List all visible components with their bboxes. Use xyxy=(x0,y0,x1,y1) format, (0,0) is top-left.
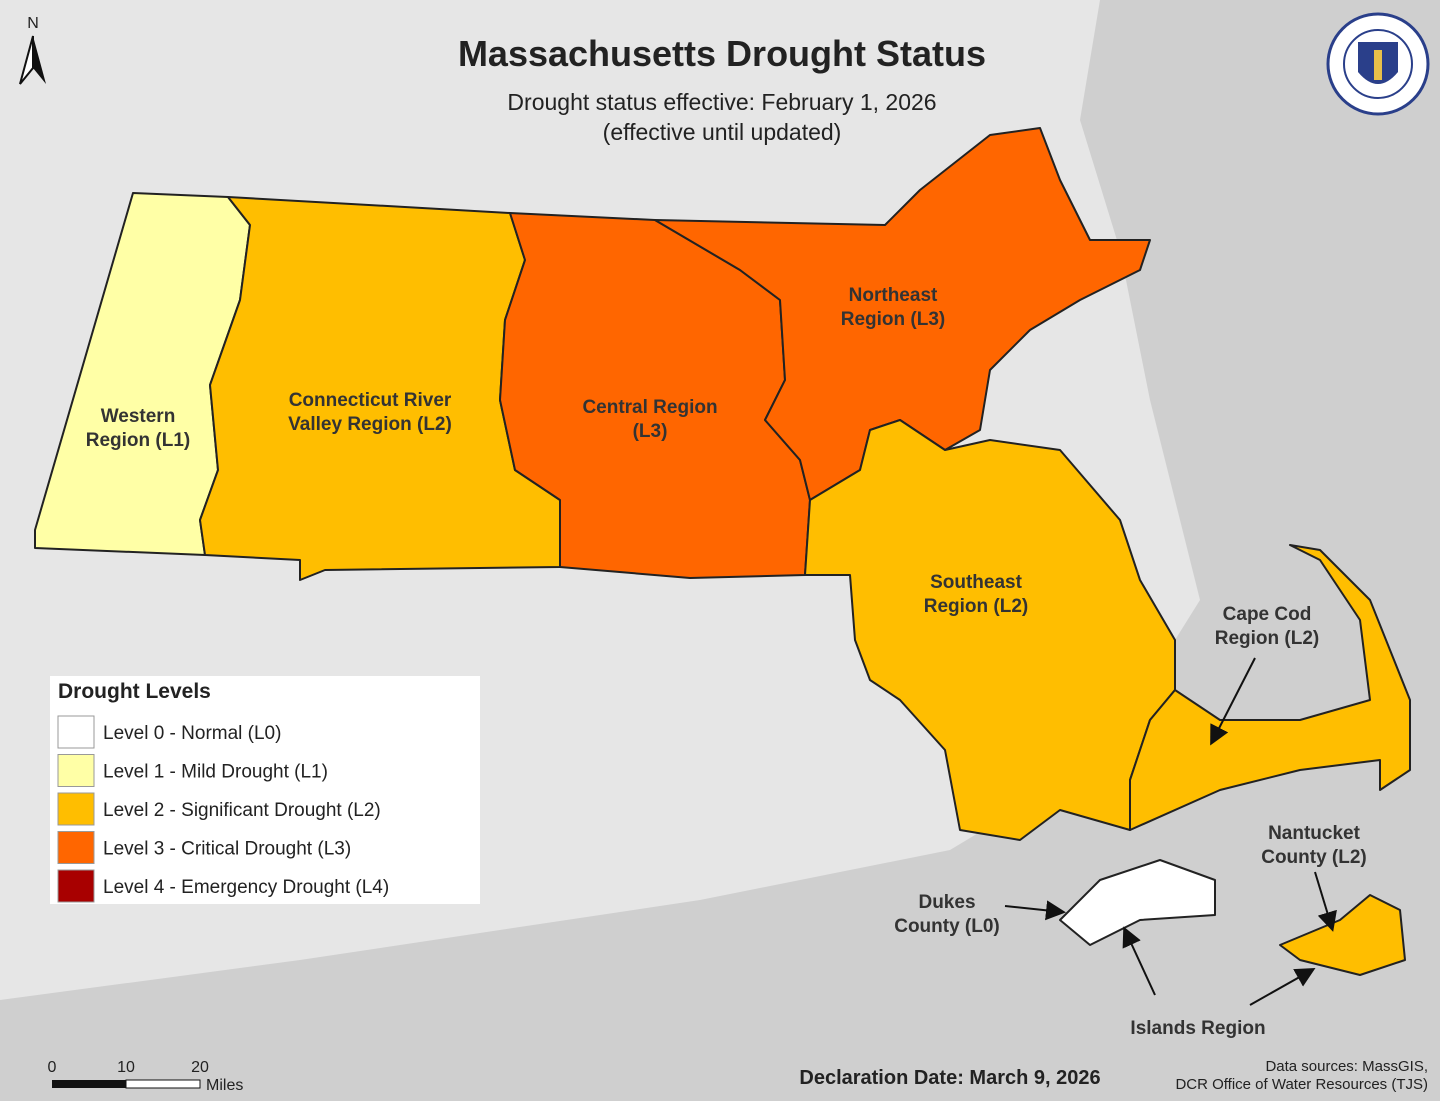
scale-tick-label: 20 xyxy=(191,1059,209,1076)
label-line: Valley Region (L2) xyxy=(288,414,452,435)
legend-title: Drought Levels xyxy=(58,680,211,703)
legend-label: Level 0 - Normal (L0) xyxy=(103,723,281,744)
label-line: Region (L1) xyxy=(86,430,191,451)
label-line: Southeast xyxy=(930,572,1023,593)
label-line: Connecticut River xyxy=(289,390,452,411)
label-line: County (L2) xyxy=(1261,847,1367,868)
region-label: Cape Cod Region (L2) xyxy=(1215,604,1320,649)
label-line: Region (L2) xyxy=(1215,628,1320,649)
region-label: Central Region (L3) xyxy=(582,397,717,442)
legend-label: Level 4 - Emergency Drought (L4) xyxy=(103,877,389,898)
legend-swatch xyxy=(57,754,95,787)
regions xyxy=(34,127,1411,976)
arrow xyxy=(1122,926,1156,996)
region-shape xyxy=(654,127,1151,501)
legend-label: Level 1 - Mild Drought (L1) xyxy=(103,762,328,783)
legend-swatch xyxy=(57,792,95,826)
scale-tick-label: 10 xyxy=(117,1059,135,1076)
arrow xyxy=(1004,900,1066,921)
legend-swatch xyxy=(57,831,95,864)
region-label: Dukes County (L0) xyxy=(894,892,1000,937)
legend-swatch xyxy=(57,715,95,749)
declaration-date: Declaration Date: March 9, 2026 xyxy=(799,1067,1100,1089)
legend-box xyxy=(50,676,480,904)
scale-segment xyxy=(125,1079,201,1089)
label-line: Northeast xyxy=(849,285,938,306)
label-line: Western xyxy=(101,406,176,427)
region-shape xyxy=(1059,859,1216,946)
data-source: Data sources: MassGIS, xyxy=(1265,1058,1428,1075)
legend-label: Level 2 - Significant Drought (L2) xyxy=(103,800,381,821)
north-arrow xyxy=(33,36,46,84)
seal xyxy=(1326,12,1430,116)
region-label: Nantucket County (L2) xyxy=(1261,823,1367,868)
map-title: Massachusetts Drought Status xyxy=(458,33,986,74)
north-label: N xyxy=(27,15,39,32)
legend-label: Level 3 - Critical Drought (L3) xyxy=(103,839,351,860)
region-shape xyxy=(1279,894,1406,976)
arrow xyxy=(1314,871,1337,932)
data-source: DCR Office of Water Resources (TJS) xyxy=(1175,1076,1428,1093)
islands-label: Islands Region xyxy=(1130,1018,1265,1039)
arrow xyxy=(1249,968,1316,1006)
scale-unit: Miles xyxy=(206,1077,243,1094)
label-line: Region (L3) xyxy=(841,309,946,330)
legend-swatch xyxy=(57,869,95,903)
label-line: Cape Cod xyxy=(1223,604,1312,625)
arrow xyxy=(1210,657,1256,746)
label-line: Central Region xyxy=(582,397,717,418)
subtitle-note: (effective until updated) xyxy=(603,119,842,145)
label-line: Dukes xyxy=(918,892,975,913)
scale-bar: 0 10 20 xyxy=(48,1059,209,1089)
scale-tick-label: 0 xyxy=(48,1059,57,1076)
region-shape xyxy=(1129,544,1411,831)
label-line: Nantucket xyxy=(1268,823,1361,844)
label-line: County (L0) xyxy=(894,916,1000,937)
scale-segment xyxy=(52,1080,126,1088)
legend: Drought Levels Level 0 - Normal (L0) Leve… xyxy=(50,676,480,904)
region-label: Southeast Region (L2) xyxy=(924,572,1029,617)
label-line: Region (L2) xyxy=(924,596,1029,617)
region-label: Connecticut River Valley Region (L2) xyxy=(288,390,452,435)
region-label: Western Region (L1) xyxy=(86,406,191,451)
label-line: (L3) xyxy=(633,421,668,442)
region-label: Northeast Region (L3) xyxy=(841,285,946,330)
subtitle: Drought status effective: February 1, 20… xyxy=(507,89,936,115)
